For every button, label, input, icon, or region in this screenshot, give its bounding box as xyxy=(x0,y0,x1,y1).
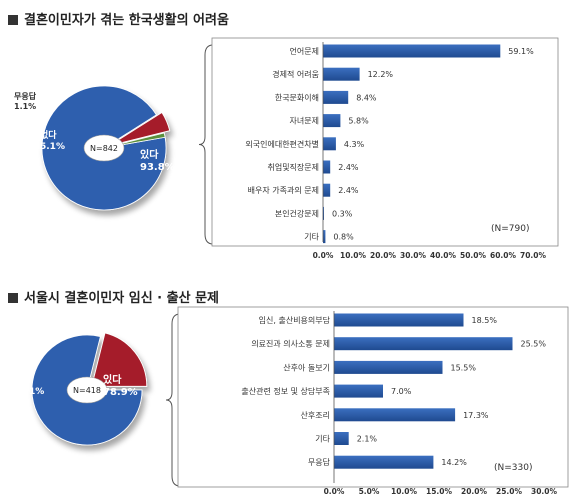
bar-value-label: 0.3% xyxy=(332,209,353,218)
bar-value-label: 4.3% xyxy=(344,140,365,149)
bullet-square-icon xyxy=(8,15,18,25)
pie-slice-label: 무응답 xyxy=(14,91,37,101)
bar xyxy=(334,432,349,445)
pie-value-label: 5.1% xyxy=(40,142,65,152)
bar xyxy=(323,160,331,174)
bar xyxy=(334,455,434,469)
bar-category-label: 산후아 돌보기 xyxy=(283,362,330,372)
pie-center-ellipse xyxy=(83,134,125,162)
bar-category-label: 외국인에대한편견차별 xyxy=(245,139,319,149)
bar xyxy=(323,67,360,81)
bar-plot-area xyxy=(211,37,559,247)
bar-value-label: 18.5% xyxy=(472,316,498,325)
pie-slice-label: 있다 xyxy=(140,148,159,161)
bar-value-label: 2.4% xyxy=(338,186,359,195)
pie-value-label: 78.9% xyxy=(103,387,138,398)
bar-value-label: 14.2% xyxy=(441,458,467,467)
x-tick-label: 70.0% xyxy=(520,251,547,260)
brace-bracket xyxy=(198,44,214,245)
bar xyxy=(334,337,513,351)
bar-category-label: 산후조리 xyxy=(301,410,330,420)
bar-value-label: 25.5% xyxy=(521,340,547,349)
x-tick-label: 10.0% xyxy=(391,487,418,496)
x-tick-label: 5.0% xyxy=(359,487,380,496)
bar-category-label: 기타 xyxy=(304,233,319,242)
bar-category-label: 기타 xyxy=(315,435,330,444)
pie-slice xyxy=(109,111,171,147)
pie-slice xyxy=(31,334,143,446)
bar-value-label: 0.8% xyxy=(333,233,354,242)
bar xyxy=(323,230,326,244)
bar xyxy=(323,90,349,104)
x-tick-label: 30.0% xyxy=(531,487,558,496)
n-label: (N=330) xyxy=(494,463,532,473)
brace-bracket xyxy=(165,313,181,487)
n-label: (N=790) xyxy=(491,224,529,234)
bar-category-label: 배우자 가족과의 문제 xyxy=(248,185,319,195)
bar-category-label: 한국문화이해 xyxy=(275,92,319,102)
chart1-title: 결혼이민자가 겪는 한국생활의 어려움 xyxy=(24,13,229,28)
bar xyxy=(323,137,336,151)
chart2-title: 서울시 결혼이민자 임신 · 출산 문제 xyxy=(24,291,220,306)
bar-value-label: 17.3% xyxy=(463,411,489,420)
x-tick-label: 30.0% xyxy=(400,251,427,260)
pie-center-label: N=418 xyxy=(73,386,101,395)
x-tick-label: 0.0% xyxy=(313,251,334,260)
pie-value-label: 1.1% xyxy=(14,102,36,111)
bar-category-label: 의료진과 의사소통 문제 xyxy=(251,339,330,349)
pie-slice xyxy=(91,332,148,387)
bar xyxy=(323,114,341,128)
x-tick-label: 25.0% xyxy=(496,487,523,496)
pie-value-label: 93.8% xyxy=(140,162,175,173)
bar-value-label: 2.1% xyxy=(357,435,378,444)
bar-value-label: 8.4% xyxy=(356,93,377,102)
bar xyxy=(334,384,383,398)
pie-center-ellipse xyxy=(66,376,108,404)
bar xyxy=(334,313,464,327)
x-tick-label: 50.0% xyxy=(460,251,487,260)
x-tick-label: 40.0% xyxy=(430,251,457,260)
bar-category-label: 무응답 xyxy=(308,457,331,467)
x-tick-label: 10.0% xyxy=(340,251,367,260)
bar xyxy=(323,44,501,58)
bar-value-label: 7.0% xyxy=(391,387,412,396)
pie-value-label: 21.1% xyxy=(13,387,44,397)
bar-category-label: 임신, 출산비용의부담 xyxy=(259,315,331,325)
pie-slice-label: 있다 xyxy=(103,373,122,386)
bar-value-label: 12.2% xyxy=(368,70,394,79)
bar-category-label: 경제적 어려움 xyxy=(272,69,319,79)
bar-category-label: 본인건강문제 xyxy=(275,208,319,218)
pie-slice-label: 없다 xyxy=(40,129,57,141)
x-tick-label: 15.0% xyxy=(426,487,453,496)
x-tick-label: 60.0% xyxy=(490,251,517,260)
bar-value-label: 2.4% xyxy=(338,163,359,172)
bar xyxy=(334,360,443,374)
bar xyxy=(323,206,324,220)
bar-value-label: 59.1% xyxy=(508,47,534,56)
x-tick-label: 20.0% xyxy=(370,251,397,260)
section-title-1: 결혼이민자가 겪는 한국생활의 어려움 xyxy=(8,9,229,28)
x-tick-label: 20.0% xyxy=(461,487,488,496)
bar-category-label: 언어문제 xyxy=(290,46,319,56)
bar xyxy=(323,183,331,197)
bar xyxy=(334,408,456,422)
section-title-2: 서울시 결혼이민자 임신 · 출산 문제 xyxy=(8,287,219,306)
bullet-square-icon xyxy=(8,293,18,303)
bar-category-label: 자녀문제 xyxy=(290,117,319,126)
bar-value-label: 15.5% xyxy=(451,363,477,372)
pie-group xyxy=(31,332,148,446)
pie-slice-label: 없다 xyxy=(13,374,30,386)
bar-value-label: 5.8% xyxy=(348,117,369,126)
bar-category-label: 출산관련 정보 및 상담부족 xyxy=(241,386,330,396)
bar-category-label: 취업및직장문제 xyxy=(267,162,319,172)
x-tick-label: 0.0% xyxy=(324,487,345,496)
pie-center-label: N=842 xyxy=(90,144,118,153)
